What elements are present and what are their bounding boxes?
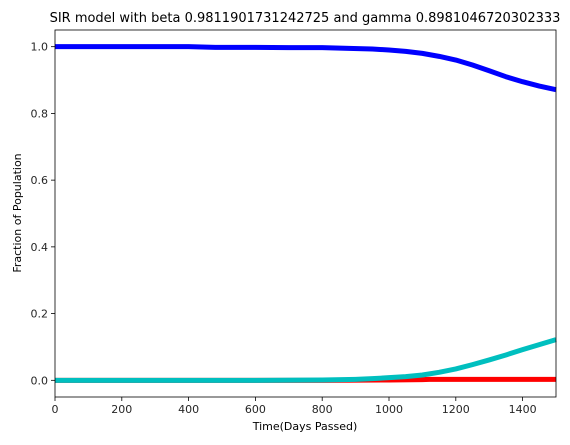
x-tick-label: 0 xyxy=(52,403,59,416)
y-axis-label: Fraction of Population xyxy=(11,153,24,272)
x-tick-label: 200 xyxy=(111,403,132,416)
x-tick-label: 400 xyxy=(178,403,199,416)
x-tick-label: 1200 xyxy=(442,403,470,416)
series-line-3 xyxy=(55,337,557,383)
y-tick-label: 0.2 xyxy=(31,308,49,321)
y-axis: 0.0 0.2 0.4 0.6 0.8 1.0 xyxy=(31,41,55,387)
y-tick-label: 0.0 xyxy=(31,374,49,387)
x-tick-label: 1400 xyxy=(509,403,537,416)
plot-frame xyxy=(54,29,557,398)
x-tick-label: 800 xyxy=(312,403,333,416)
y-tick-label: 0.4 xyxy=(31,241,49,254)
y-tick-label: 0.6 xyxy=(31,174,49,187)
x-tick-label: 600 xyxy=(245,403,266,416)
plot-lines xyxy=(55,44,557,383)
series-line-1 xyxy=(55,44,557,93)
y-tick-label: 1.0 xyxy=(31,41,49,54)
x-tick-label: 1000 xyxy=(375,403,403,416)
chart-title: SIR model with beta 0.9811901731242725 a… xyxy=(50,11,561,26)
x-axis-label: Time(Days Passed) xyxy=(252,420,358,433)
x-axis: 0 200 400 600 800 1000 1200 1400 xyxy=(52,397,537,416)
y-tick-label: 0.8 xyxy=(31,107,49,120)
